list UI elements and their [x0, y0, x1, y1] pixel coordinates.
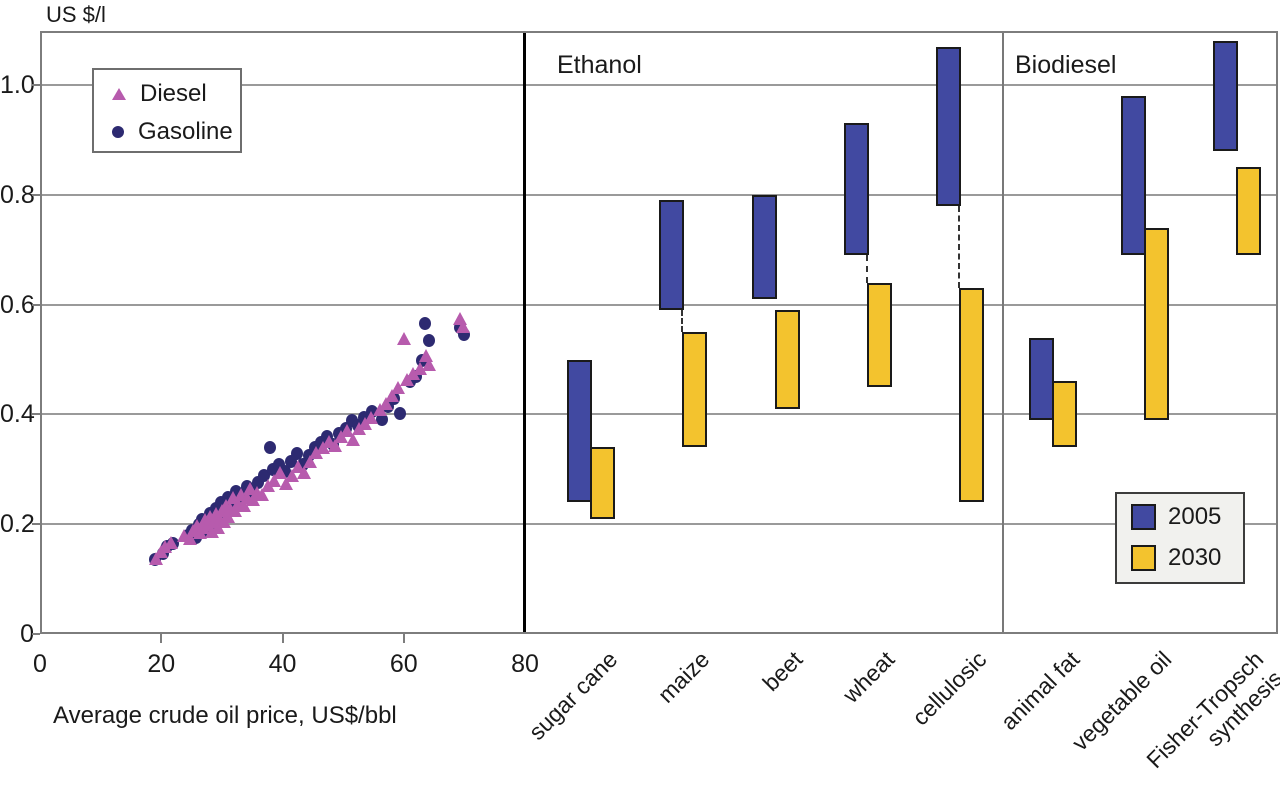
section-label-biodiesel: Biodiesel	[1015, 51, 1117, 79]
y-tick-mark	[32, 413, 40, 416]
x-tick-mark	[160, 634, 163, 643]
legend-row-diesel: Diesel	[94, 75, 240, 113]
bar-legend: 2005 2030	[1115, 492, 1245, 584]
scatter-point-diesel	[396, 332, 411, 346]
scatter-point-diesel	[456, 319, 471, 333]
scatter-bars-divider-line	[523, 31, 526, 634]
y-tick-label: 0.8	[0, 180, 35, 209]
x-tick-label: 40	[268, 650, 297, 678]
2005-swatch-icon	[1131, 503, 1156, 530]
section-label-ethanol: Ethanol	[557, 51, 642, 79]
legend-row-2030: 2030	[1117, 539, 1243, 576]
y-axis-title: US $/l	[46, 2, 106, 27]
dashed-connector	[865, 255, 868, 283]
range-bar-2030	[1143, 227, 1169, 420]
gridline	[40, 84, 1278, 86]
dashed-connector	[958, 205, 961, 289]
gridline	[40, 413, 1278, 416]
range-bar-2005	[1120, 95, 1146, 256]
scatter-point-gasoline	[394, 407, 407, 421]
y-tick-mark	[32, 303, 40, 306]
range-bar-2005	[1213, 41, 1239, 151]
x-tick-label: 60	[389, 650, 418, 678]
gridline	[40, 523, 1278, 526]
legend-label-diesel: Diesel	[140, 80, 207, 107]
legend-label-2030: 2030	[1168, 543, 1222, 571]
dashed-connector	[681, 310, 684, 333]
2030-swatch-icon	[1131, 544, 1156, 571]
scatter-legend: Diesel Gasoline	[92, 68, 242, 153]
range-bar-2030	[866, 282, 892, 387]
scatter-point-gasoline	[423, 333, 436, 347]
legend-label-gasoline: Gasoline	[138, 118, 233, 145]
scatter-point-gasoline	[291, 446, 304, 460]
range-bar-2005	[1028, 337, 1054, 420]
x-tick-label: 20	[147, 650, 176, 678]
range-bar-2005	[751, 194, 777, 300]
x-tick-label: 80	[511, 650, 539, 678]
x-tick-mark	[402, 634, 405, 643]
y-tick-mark	[32, 193, 40, 196]
y-tick-label: 1.0	[0, 71, 35, 99]
legend-row-2005: 2005	[1117, 498, 1243, 535]
gasoline-circle-icon	[112, 126, 124, 138]
y-tick-label: 0.4	[0, 400, 35, 429]
x-tick-label: 0	[33, 650, 47, 678]
y-tick-label: 0.6	[0, 290, 35, 319]
range-bar-2005	[567, 359, 592, 503]
ethanol-biodiesel-divider-line	[1002, 31, 1004, 634]
scatter-point-diesel	[422, 358, 437, 372]
range-bar-2030	[959, 288, 985, 503]
scatter-point-diesel	[345, 433, 360, 447]
scatter-point-gasoline	[418, 317, 431, 331]
x-tick-mark	[281, 634, 284, 643]
scatter-point-diesel	[273, 465, 288, 479]
y-tick-label: 0.2	[0, 510, 35, 539]
range-bar-2005	[659, 200, 685, 311]
range-bar-2030	[682, 332, 708, 448]
range-bar-2005	[843, 123, 869, 256]
scatter-point-gasoline	[263, 441, 276, 455]
x-axis-title: Average crude oil price, US$/bbl	[53, 702, 397, 729]
range-bar-2030	[1236, 167, 1262, 256]
y-tick-mark	[32, 523, 40, 526]
range-bar-2030	[1051, 381, 1077, 448]
gridline	[40, 303, 1278, 306]
scatter-point-diesel	[418, 348, 433, 362]
gridline	[40, 193, 1278, 196]
legend-row-gasoline: Gasoline	[94, 113, 240, 151]
legend-label-2005: 2005	[1168, 502, 1222, 530]
range-bar-2030	[590, 447, 615, 519]
scatter-point-diesel	[163, 536, 178, 550]
diesel-triangle-icon	[112, 88, 126, 100]
scatter-point-gasoline	[257, 468, 270, 482]
range-bar-2030	[774, 310, 800, 409]
range-bar-2005	[936, 46, 962, 206]
y-tick-mark	[32, 84, 40, 86]
y-tick-label: 0	[20, 620, 34, 648]
y-tick-mark	[32, 633, 40, 635]
scatter-point-diesel	[297, 465, 312, 479]
